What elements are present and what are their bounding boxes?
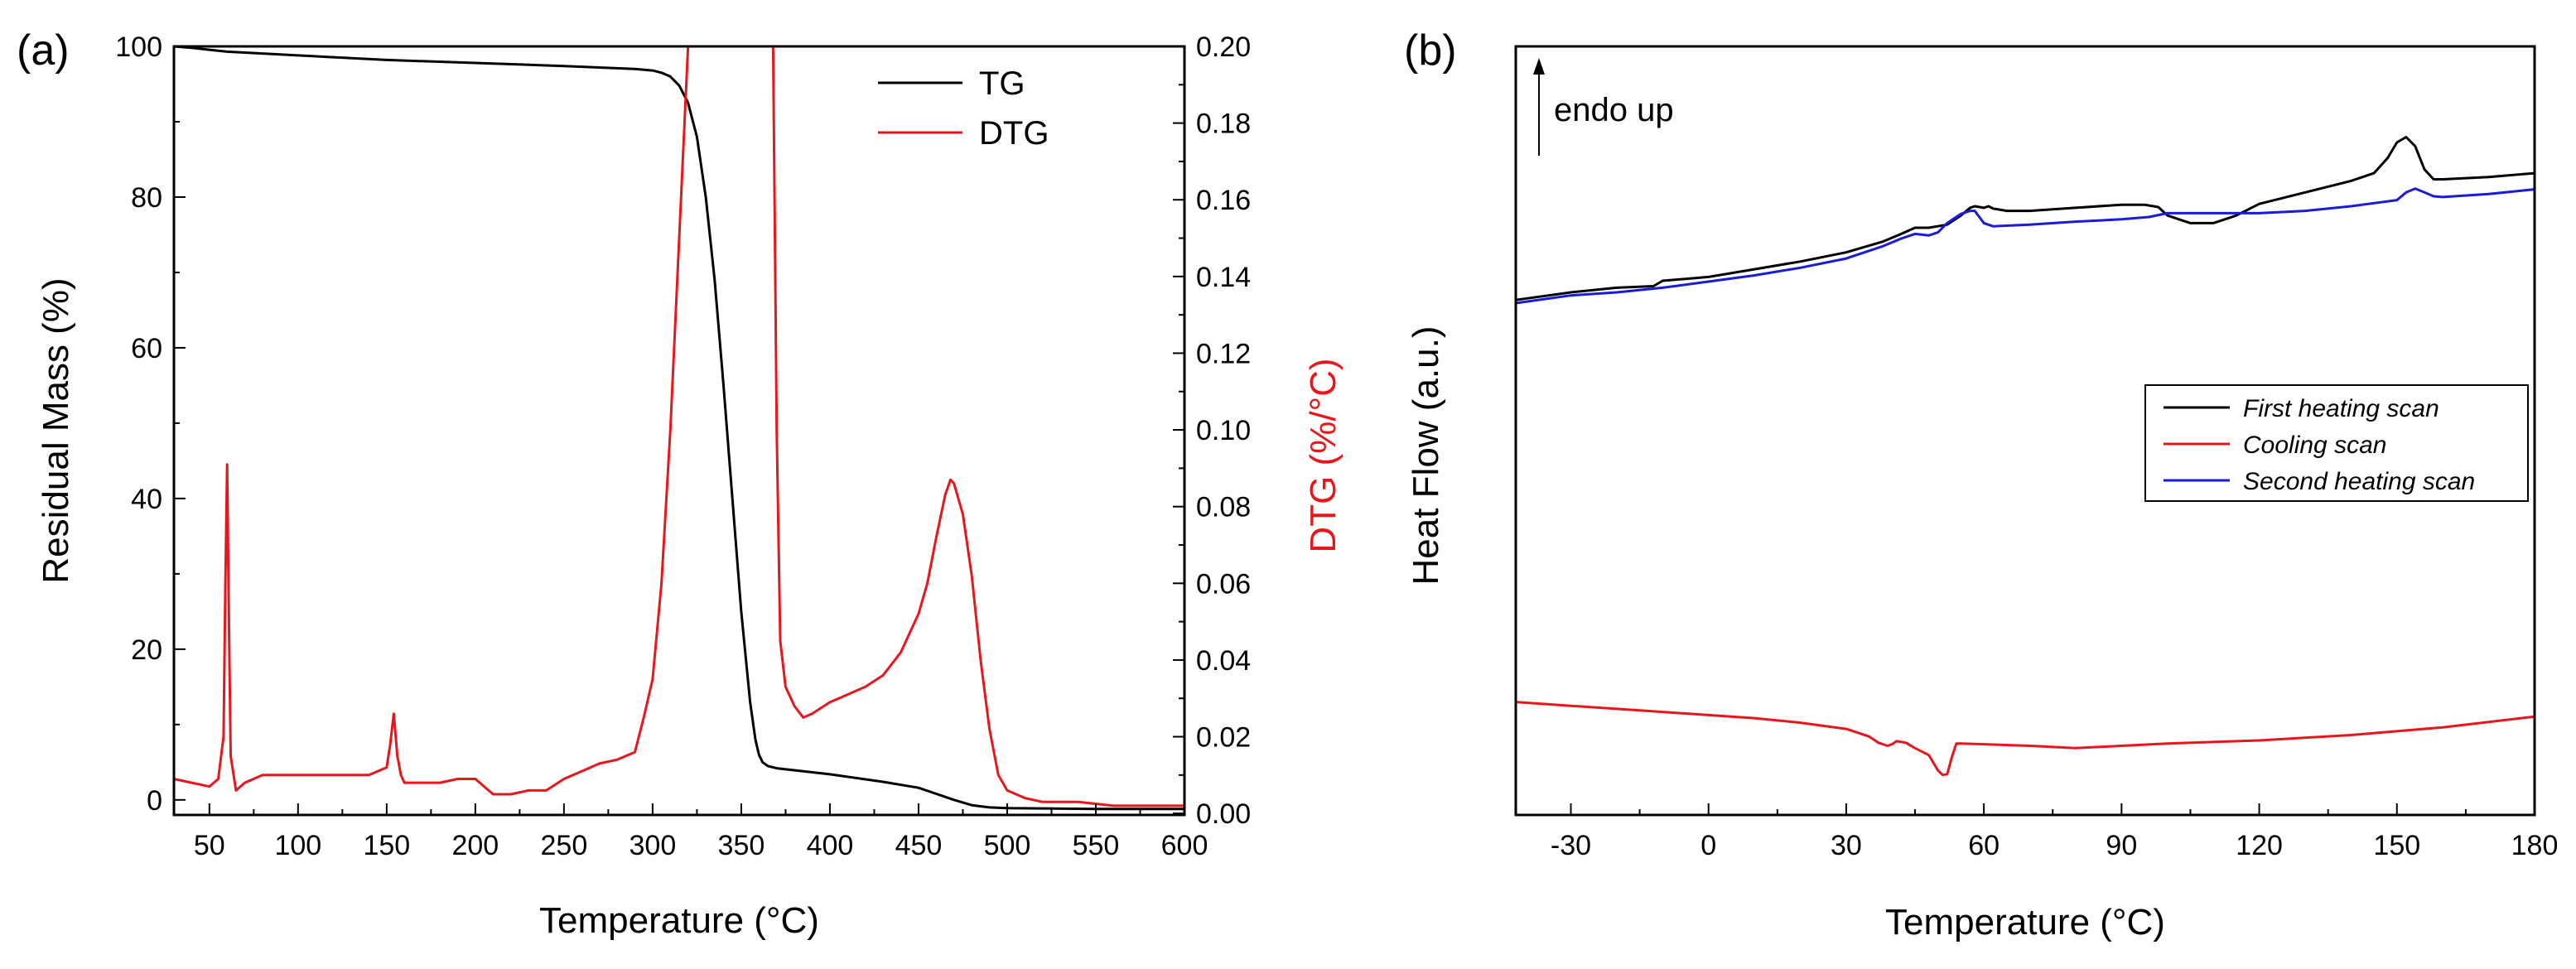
x-tick-label: 550 <box>1073 830 1120 861</box>
y2-tick-label: 0.14 <box>1196 262 1251 293</box>
x-tick-label: 450 <box>895 830 943 861</box>
x-tick-label: 90 <box>2106 830 2137 861</box>
series-line-second-heating-scan <box>1515 187 2535 305</box>
y2-tick-label: 0.10 <box>1196 415 1251 446</box>
y-tick-label: 80 <box>131 182 162 214</box>
panel-b-frame <box>1514 45 2536 817</box>
y2-tick-label: 0.06 <box>1196 568 1251 600</box>
legend-label-dtg: DTG <box>979 115 1049 152</box>
x-tick-label: 50 <box>194 830 225 861</box>
panel-a-y-axis: 0 20 40 60 80 100 <box>115 31 186 817</box>
x-tick-label: 180 <box>2511 830 2559 861</box>
y-tick-label: 40 <box>131 484 162 515</box>
x-tick-label: 500 <box>984 830 1031 861</box>
y-tick-label: 100 <box>115 31 162 63</box>
series-line-tg <box>173 45 1184 811</box>
panel-a: (a) 50 100 150 200 250 300 350 400 450 500 550 600 … <box>17 27 1343 941</box>
y-tick-label: 0 <box>147 785 162 817</box>
panel-a-y2-axis: 0.00 0.02 0.04 0.06 0.08 0.10 0.12 0.14 0.16 0.18… <box>1173 31 1251 830</box>
y2-tick-label: 0.08 <box>1196 492 1251 523</box>
panel-a-series <box>173 45 1184 811</box>
panel-b-x-axis-label: Temperature (°C) <box>1885 902 2165 942</box>
legend-label-cooling: Cooling scan <box>2243 431 2386 459</box>
x-tick-label: 350 <box>718 830 765 861</box>
x-tick-label: 30 <box>1831 830 1862 861</box>
x-tick-label: -30 <box>1551 830 1591 861</box>
panel-b: (b) -30 0 30 60 90 120 150 180 Temperature (°C)… <box>1404 27 2558 942</box>
series-line-first-heating-scan <box>1515 136 2535 301</box>
series-line-dtg <box>173 45 1184 808</box>
panel-a-legend: TG DTG <box>878 65 1049 152</box>
legend-label-second-heating: Second heating scan <box>2243 468 2475 495</box>
panel-b-series <box>1515 136 2535 777</box>
endo-up-annotation: endo up <box>1533 58 1674 156</box>
y-tick-label: 60 <box>131 333 162 364</box>
legend-label-tg: TG <box>979 65 1025 102</box>
x-tick-label: 150 <box>363 830 410 861</box>
y2-tick-label: 0.12 <box>1196 338 1251 369</box>
panel-b-label: (b) <box>1404 27 1457 75</box>
arrow-head-icon <box>1533 58 1545 75</box>
panel-b-legend: First heating scan Cooling scan Second h… <box>2144 384 2529 502</box>
x-tick-label: 250 <box>541 830 588 861</box>
series-line-cooling-scan <box>1515 701 2535 777</box>
x-tick-label: 120 <box>2236 830 2283 861</box>
y2-tick-label: 0.02 <box>1196 722 1251 754</box>
panel-a-y2-axis-label: DTG (%/°C) <box>1303 358 1343 552</box>
endo-up-label: endo up <box>1554 92 1674 128</box>
x-tick-label: 300 <box>630 830 677 861</box>
panel-a-label: (a) <box>17 27 70 75</box>
x-tick-label: 150 <box>2373 830 2420 861</box>
panel-b-x-axis: -30 0 30 60 90 120 150 180 <box>1551 803 2558 861</box>
x-tick-label: 0 <box>1700 830 1716 861</box>
y2-tick-label: 0.16 <box>1196 185 1251 216</box>
panel-a-x-axis-label: Temperature (°C) <box>539 900 819 941</box>
panel-b-y-axis-label: Heat Flow (a.u.) <box>1406 326 1446 586</box>
x-tick-label: 60 <box>1968 830 2000 861</box>
panel-a-x-axis: 50 100 150 200 250 300 350 400 450 500 550 600 <box>194 803 1208 861</box>
y-tick-label: 20 <box>131 634 162 666</box>
x-tick-label: 400 <box>807 830 854 861</box>
y2-tick-label: 0.18 <box>1196 108 1251 140</box>
x-tick-label: 600 <box>1161 830 1208 861</box>
panel-a-frame <box>172 45 1186 817</box>
panel-a-y-axis-label: Residual Mass (%) <box>36 277 76 583</box>
y2-tick-label: 0.04 <box>1196 645 1251 677</box>
y2-tick-label: 0.20 <box>1196 31 1251 63</box>
x-tick-label: 100 <box>274 830 321 861</box>
y2-tick-label: 0.00 <box>1196 798 1251 830</box>
x-tick-label: 200 <box>451 830 499 861</box>
legend-label-first-heating: First heating scan <box>2243 395 2439 422</box>
